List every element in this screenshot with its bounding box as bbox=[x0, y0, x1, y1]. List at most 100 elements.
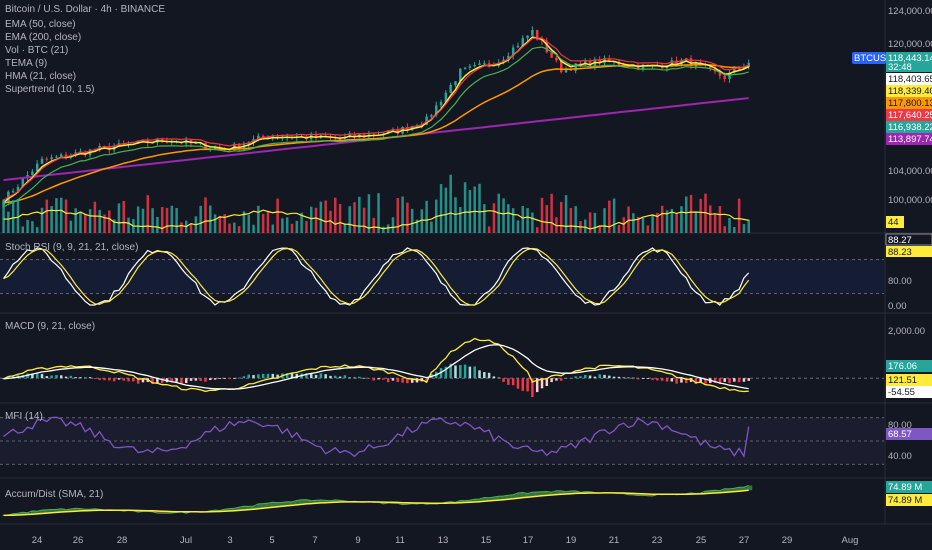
time-tick-label: 21 bbox=[609, 535, 620, 546]
accum-fill-segment bbox=[574, 490, 580, 494]
mfi-value-tag: 68.57 bbox=[886, 428, 932, 440]
volume-bar bbox=[593, 212, 597, 233]
volume-bar bbox=[88, 209, 92, 233]
legend-tema[interactable]: TEMA (9) bbox=[5, 58, 47, 69]
series-tag-bg bbox=[886, 97, 932, 109]
legend-ema50[interactable]: EMA (50, close) bbox=[5, 19, 76, 30]
macd-histogram-bar bbox=[199, 378, 202, 381]
volume-bar bbox=[737, 198, 741, 233]
macd-histogram-bar bbox=[103, 378, 106, 381]
volume-bar bbox=[684, 196, 688, 233]
volume-bar bbox=[242, 211, 246, 233]
volume-bar bbox=[612, 198, 616, 233]
stoch-title[interactable]: Stoch RSI (9, 9, 21, 21, close) bbox=[5, 242, 138, 253]
candle-body bbox=[598, 59, 601, 64]
legend-hma[interactable]: HMA (21, close) bbox=[5, 71, 76, 82]
ticker-tag[interactable]: BTCUSD bbox=[852, 52, 893, 64]
time-tick-label: 7 bbox=[312, 535, 317, 546]
accum-fill-segment bbox=[569, 491, 575, 494]
mfi-value: 68.57 bbox=[888, 429, 912, 440]
volume-bar bbox=[603, 208, 606, 233]
macd-histogram-bar bbox=[526, 378, 529, 392]
candle-body bbox=[55, 156, 58, 158]
candle-body bbox=[84, 151, 87, 155]
macd-histogram-bar bbox=[156, 378, 159, 384]
volume-bar bbox=[487, 226, 491, 233]
volume-bar bbox=[733, 227, 736, 233]
candle-body bbox=[723, 75, 726, 80]
accum-fill-segment bbox=[651, 494, 657, 496]
macd-histogram-bar bbox=[141, 378, 145, 383]
volume-bar bbox=[271, 224, 275, 233]
candle-body bbox=[16, 186, 20, 192]
volume-bar bbox=[449, 174, 452, 233]
accum-fill-segment bbox=[646, 493, 652, 496]
accum-dist-pane[interactable] bbox=[2, 485, 753, 517]
time-axis[interactable]: 24 26 28 Jul 3 5 7 9 11 13 15 17 19 21 23 25 27 29 Aug bbox=[32, 535, 859, 546]
accum-fill-segment bbox=[742, 487, 748, 491]
symbol-title[interactable]: Bitcoin / U.S. Dollar · 4h · BINANCE bbox=[5, 4, 165, 15]
volume-bar bbox=[665, 210, 669, 233]
accum-fill-segment bbox=[482, 497, 488, 502]
macd-histogram-bar bbox=[358, 376, 361, 379]
volume-bar bbox=[680, 206, 683, 233]
macd-pane[interactable] bbox=[0, 337, 884, 398]
series-tag-value: 113,897.74 bbox=[888, 134, 932, 145]
volume-bar bbox=[608, 200, 611, 233]
macd-histogram-bar bbox=[314, 374, 318, 379]
macd-histogram-bar bbox=[84, 377, 87, 379]
accum-fill-segment bbox=[468, 500, 474, 503]
macd-title[interactable]: MACD (9, 21, close) bbox=[5, 321, 95, 332]
volume-bar bbox=[334, 197, 337, 233]
accum-fill-segment bbox=[232, 508, 238, 511]
volume-bar bbox=[156, 216, 159, 233]
series-tag-bg bbox=[886, 73, 932, 85]
macd-histogram-bar bbox=[507, 378, 510, 385]
macd-histogram-bar bbox=[329, 375, 332, 379]
candle-body bbox=[261, 135, 265, 138]
candle-body bbox=[675, 60, 678, 66]
macd-histogram-bar bbox=[410, 378, 414, 383]
candle-body bbox=[396, 129, 400, 134]
macd-histogram-bar bbox=[112, 378, 116, 382]
macd-histogram-bar bbox=[271, 373, 275, 379]
mfi-tick-80: 80.00 bbox=[888, 420, 912, 431]
volume-bar bbox=[406, 202, 409, 233]
volume-bar bbox=[223, 214, 226, 233]
accum-title[interactable]: Accum/Dist (SMA, 21) bbox=[5, 489, 103, 500]
accum-value: 74.89 M bbox=[888, 482, 922, 493]
macd-histogram-bar bbox=[439, 368, 443, 379]
stoch-k-line bbox=[3, 247, 750, 306]
candle-body bbox=[314, 134, 318, 139]
volume-bar bbox=[329, 210, 332, 233]
accum-fill-segment bbox=[54, 509, 60, 513]
time-tick-label: 26 bbox=[73, 535, 84, 546]
macd-histogram-bar bbox=[636, 378, 640, 380]
candle-body bbox=[689, 58, 693, 67]
candle-body bbox=[449, 84, 452, 93]
stoch-rsi-pane[interactable] bbox=[0, 247, 884, 306]
mfi-pane[interactable] bbox=[0, 416, 884, 465]
volume-bar bbox=[324, 200, 327, 233]
candle-body bbox=[430, 115, 433, 117]
candle-body bbox=[588, 61, 592, 67]
price-pane[interactable] bbox=[2, 26, 750, 208]
volume-bar bbox=[622, 217, 625, 233]
legend-supertrend[interactable]: Supertrend (10, 1.5) bbox=[5, 84, 95, 95]
macd-histogram-bar bbox=[180, 378, 183, 384]
volume-bar bbox=[348, 206, 351, 233]
legend-volume[interactable]: Vol · BTC (21) bbox=[5, 45, 68, 56]
mfi-title[interactable]: MFI (14) bbox=[5, 411, 43, 422]
macd-histogram-bar bbox=[295, 373, 299, 379]
macd-histogram-bar bbox=[55, 375, 58, 379]
accum-fill-segment bbox=[256, 503, 262, 509]
accum-fill-segment bbox=[237, 507, 243, 511]
macd-histogram-bar bbox=[584, 374, 587, 379]
volume-bar bbox=[545, 205, 549, 233]
legend-ema200[interactable]: EMA (200, close) bbox=[5, 32, 81, 43]
price-tick-120000: 120,000.00 bbox=[888, 39, 932, 50]
time-tick-label: 23 bbox=[652, 535, 663, 546]
macd-histogram-bar bbox=[487, 372, 491, 379]
macd-histogram-bar bbox=[598, 374, 601, 379]
